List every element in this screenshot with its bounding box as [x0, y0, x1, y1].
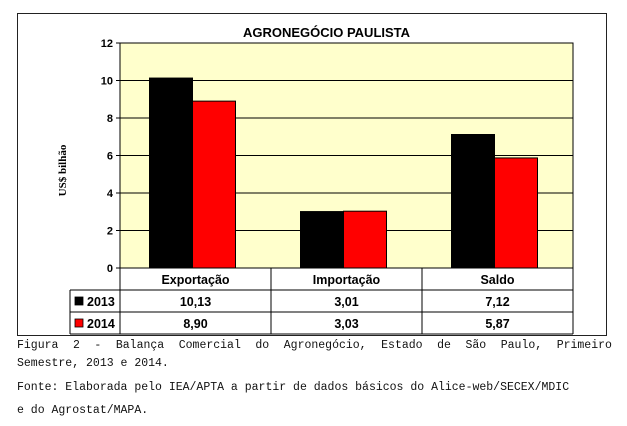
y-tick-label: 2	[107, 226, 113, 238]
y-tick-label: 12	[101, 38, 113, 50]
data-label-2013-1: 3,01	[334, 295, 358, 309]
y-tick-label: 4	[107, 188, 114, 200]
legend-label-2014: 2014	[87, 317, 115, 331]
caption-word: Balança	[115, 339, 165, 352]
legend-swatch-2014	[74, 318, 84, 328]
bar-2014-0	[192, 100, 236, 269]
figure-source-line1: Fonte: Elaborada pelo IEA/APTA a partir …	[17, 381, 570, 394]
bar-2014-1	[343, 210, 387, 269]
y-tick-label: 10	[101, 76, 113, 88]
data-label-2013-0: 10,13	[180, 295, 211, 309]
caption-word: Agronegócio,	[283, 339, 367, 352]
y-tick-label: 8	[107, 113, 113, 125]
y-tick-label: 0	[107, 263, 113, 275]
caption-word: Estado	[381, 339, 423, 352]
category-label: Exportação	[161, 273, 229, 287]
y-tick-label: 6	[107, 151, 113, 163]
category-label: Importação	[313, 273, 381, 287]
data-label-2014-2: 5,87	[485, 317, 509, 331]
data-label-2014-0: 8,90	[183, 317, 207, 331]
legend-swatch-2013	[74, 296, 84, 306]
data-label-2013-2: 7,12	[485, 295, 509, 309]
caption-word: 2	[72, 339, 80, 352]
chart-frame: AGRONEGÓCIO PAULISTA 0 2 4 6 8 10 12 US$ bilhão E…	[17, 13, 607, 336]
figure-caption-line2: Semestre, 2013 e 2014.	[17, 357, 169, 370]
bar-2013-1	[300, 211, 344, 269]
caption-word: Figura	[17, 339, 59, 352]
caption-word: -	[94, 339, 102, 352]
caption-word: Paulo,	[500, 339, 543, 352]
figure-source-line2: e do Agrostat/MAPA.	[17, 404, 149, 417]
caption-word: do	[255, 339, 270, 352]
bar-2013-0	[149, 77, 193, 269]
caption-word: São	[465, 339, 487, 352]
data-label-2014-1: 3,03	[334, 317, 358, 331]
chart-title: AGRONEGÓCIO PAULISTA	[243, 25, 411, 40]
caption-word: Primeiro	[556, 339, 612, 352]
figure-caption-line1: Figura 2 - Balança Comercial do Agronegócio, Es…	[17, 338, 612, 353]
bar-chart: AGRONEGÓCIO PAULISTA 0 2 4 6 8 10 12 US$ bilhão E…	[57, 25, 574, 335]
y-axis-label: US$ bilhão	[57, 144, 69, 196]
bar-2013-2	[451, 134, 495, 269]
legend-label-2013: 2013	[87, 295, 115, 309]
category-label: Saldo	[480, 273, 514, 287]
bar-2014-2	[494, 157, 538, 269]
caption-word: Comercial	[178, 339, 241, 352]
caption-word: de	[437, 339, 451, 352]
